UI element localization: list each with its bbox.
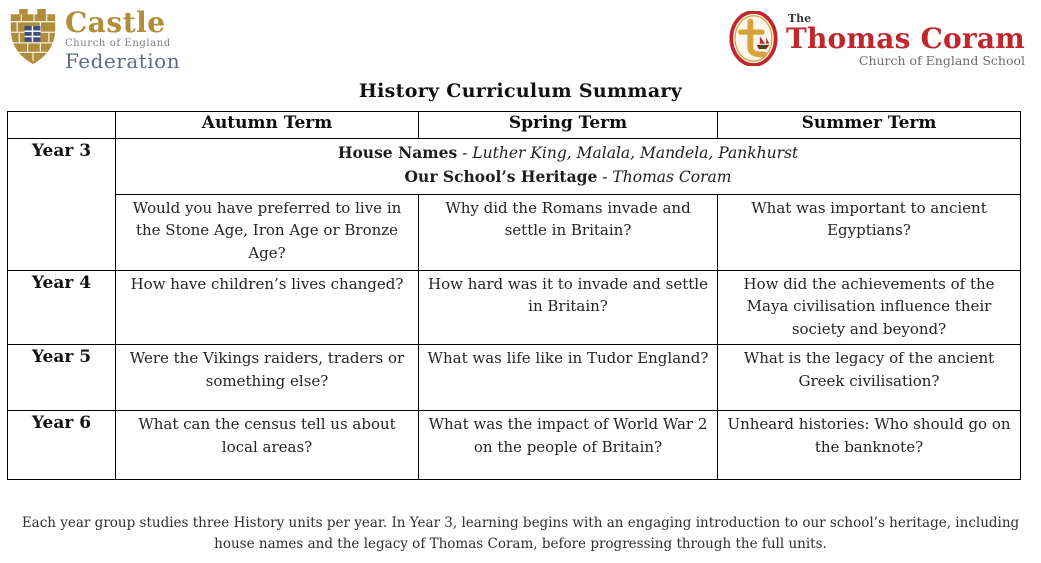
thomas-coram-logo: The Thomas Coram Church of England Schoo… xyxy=(729,10,1025,70)
year6-label: Year 6 xyxy=(7,410,116,480)
year3-intro-row: Year 3 House Names - Luther King, Malala… xyxy=(7,138,1021,271)
year4-spring-unit: How hard was it to invade and settle in … xyxy=(418,269,718,345)
year5-summer-unit: What is the legacy of the ancient Greek … xyxy=(717,344,1021,411)
intro-line-heritage: Our School’s Heritage - Thomas Coram xyxy=(404,167,732,187)
castle-logo-subtitle: Church of England xyxy=(65,38,171,49)
year5-row: Year 5 Were the Vikings raiders, traders… xyxy=(7,344,1021,411)
year4-summer-unit: How did the achievements of the Maya civ… xyxy=(717,269,1021,345)
castle-shield-icon xyxy=(8,9,58,68)
thomas-coram-emblem-icon xyxy=(729,10,778,70)
year3-summer-unit: What was important to ancient Egyptians? xyxy=(717,193,1021,271)
tc-logo-name: Thomas Coram xyxy=(785,22,1025,56)
castle-federation-logo: Castle Church of England Federation xyxy=(8,9,180,71)
tc-logo-subtitle: Church of England School xyxy=(858,53,1025,69)
intro-line-house-names: House Names - Luther King, Malala, Mande… xyxy=(337,143,799,162)
header-cell-empty xyxy=(7,111,116,139)
year4-row: Year 4 How have children’s lives changed… xyxy=(7,269,1021,345)
castle-logo-name: Castle xyxy=(65,6,166,39)
header-cell-summer: Summer Term xyxy=(717,111,1021,139)
tc-logo-the: The xyxy=(787,12,812,26)
year6-autumn-unit: What can the census tell us about local … xyxy=(115,410,419,480)
header-cell-spring: Spring Term xyxy=(418,111,718,139)
curriculum-table: Autumn Term Spring Term Summer Term Year… xyxy=(7,111,1021,480)
year5-label: Year 5 xyxy=(7,344,116,411)
year6-row: Year 6 What can the census tell us about… xyxy=(7,410,1021,480)
year6-spring-unit: What was the impact of World War 2 on th… xyxy=(418,410,718,480)
year4-label: Year 4 xyxy=(7,269,116,345)
footer-note: Each year group studies three History un… xyxy=(21,515,1020,552)
page-title: History Curriculum Summary xyxy=(358,80,683,102)
year3-autumn-unit: Would you have preferred to live in the … xyxy=(115,193,419,271)
year3-spring-unit: Why did the Romans invade and settle in … xyxy=(418,193,718,271)
year3-intro-cell: House Names - Luther King, Malala, Mande… xyxy=(115,138,1021,195)
castle-logo-federation: Federation xyxy=(65,49,181,73)
year5-autumn-unit: Were the Vikings raiders, traders or som… xyxy=(115,344,419,411)
year5-spring-unit: What was life like in Tudor England? xyxy=(418,344,718,411)
year3-label: Year 3 xyxy=(7,138,116,271)
year4-autumn-unit: How have children’s lives changed? xyxy=(115,269,419,345)
year6-summer-unit: Unheard histories: Who should go on the … xyxy=(717,410,1021,480)
header-cell-autumn: Autumn Term xyxy=(115,111,419,139)
table-header-row: Autumn Term Spring Term Summer Term xyxy=(7,111,1021,139)
year3-questions-row: Would you have preferred to live in the … xyxy=(8,193,1021,271)
page-header: Castle Church of England Federation The … xyxy=(0,0,1041,72)
